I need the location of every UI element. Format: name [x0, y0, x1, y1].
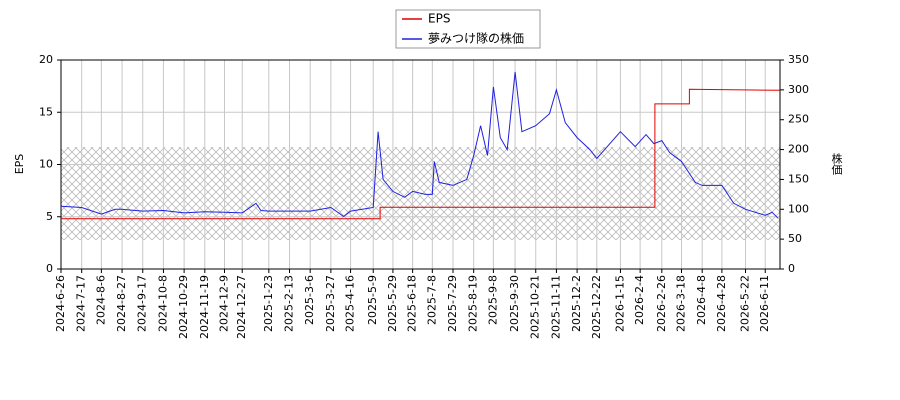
x-tick-label: 2025-12-22 — [590, 275, 603, 339]
legend-box — [395, 9, 541, 49]
x-tick-label: 2025-7-8 — [425, 275, 438, 325]
legend-label: EPS — [428, 12, 450, 26]
x-tick-label: 2025-11-11 — [549, 275, 562, 339]
x-tick-label: 2024-12-27 — [235, 275, 248, 339]
x-tick-label: 2024-8-27 — [115, 275, 128, 332]
x-tick-label: 2026-2-4 — [633, 275, 646, 325]
y2-tick-label: 0 — [788, 262, 795, 275]
y2-tick-label: 300 — [788, 83, 809, 96]
x-tick-label: 2024-9-17 — [136, 275, 149, 332]
x-tick-label: 2025-12-2 — [570, 275, 583, 332]
x-tick-label: 2024-8-6 — [94, 275, 107, 325]
x-tick-label: 2024-6-26 — [54, 275, 67, 332]
y2-tick-label: 200 — [788, 143, 809, 156]
x-tick-label: 2025-10-21 — [529, 275, 542, 339]
x-tick-label: 2026-4-28 — [715, 275, 728, 332]
x-tick-label: 2025-9-8 — [486, 275, 499, 325]
x-tick-label: 2024-7-17 — [75, 275, 88, 332]
x-tick-label: 2024-10-8 — [156, 275, 169, 332]
y-tick-label: 0 — [46, 262, 53, 275]
x-tick-label: 2025-9-30 — [508, 275, 521, 332]
y-tick-label: 15 — [39, 105, 53, 118]
x-tick-label: 2026-5-22 — [739, 275, 752, 332]
y2-tick-label: 150 — [788, 172, 809, 185]
series-line — [61, 88, 781, 220]
y2-axis-label: 株価 — [830, 152, 843, 175]
plot-frame — [60, 59, 781, 270]
x-tick-label: 2025-1-23 — [262, 275, 275, 332]
x-tick-label: 2025-4-16 — [344, 275, 357, 332]
x-tick-label: 2025-5-29 — [386, 275, 399, 332]
x-tick-label: 2025-8-19 — [467, 275, 480, 332]
y-axis-label: EPS — [13, 154, 26, 175]
x-tick-label: 2024-12-9 — [217, 275, 230, 332]
legend: EPS 夢みつけ隊の株価 — [395, 9, 541, 49]
y2-tick-label: 350 — [788, 53, 809, 66]
legend-label: 夢みつけ隊の株価 — [428, 31, 524, 46]
x-tick-label: 2026-4-8 — [695, 275, 708, 325]
x-tick-label: 2025-7-29 — [446, 275, 459, 332]
series-line — [60, 71, 779, 219]
y-tick-label: 10 — [39, 158, 53, 171]
x-tick-label: 2026-6-11 — [758, 275, 771, 332]
x-tick-label: 2026-2-26 — [655, 275, 668, 332]
x-tick-label: 2025-3-6 — [303, 275, 316, 325]
x-tick-label: 2025-5-9 — [366, 275, 379, 325]
x-tick-label: 2026-1-15 — [613, 275, 626, 332]
y2-tick-label: 250 — [788, 113, 809, 126]
y-tick-label: 20 — [39, 53, 53, 66]
x-tick-label: 2025-2-13 — [283, 275, 296, 332]
y-tick-label: 5 — [46, 210, 53, 223]
x-tick-label: 2025-3-27 — [324, 275, 337, 332]
x-tick-label: 2026-3-18 — [675, 275, 688, 332]
x-tick-label: 2025-6-18 — [406, 275, 419, 332]
y2-tick-label: 50 — [788, 232, 802, 245]
x-tick-label: 2024-11-19 — [198, 275, 211, 339]
y2-tick-label: 100 — [788, 202, 809, 215]
x-tick-label: 2024-10-29 — [177, 275, 190, 339]
